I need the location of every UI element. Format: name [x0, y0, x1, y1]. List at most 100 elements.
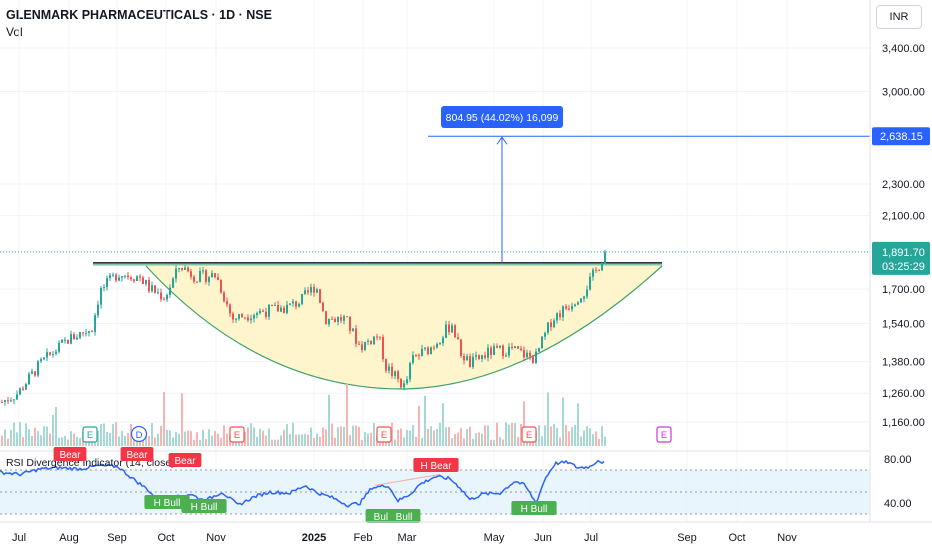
volume-bar — [337, 427, 339, 446]
rsi-tick-label: 40.00 — [884, 498, 912, 510]
candle — [430, 347, 432, 355]
candle — [259, 310, 261, 314]
volume-bar — [397, 429, 399, 446]
candle — [256, 313, 258, 316]
volume-bar — [37, 431, 39, 446]
candle — [364, 342, 366, 350]
volume-bar — [154, 437, 156, 446]
candle — [418, 355, 420, 357]
volume-bar — [511, 422, 513, 446]
volume-bar — [193, 439, 195, 446]
candle — [406, 379, 408, 384]
candle — [415, 355, 417, 357]
volume-bar — [226, 433, 228, 446]
candle — [34, 371, 36, 376]
volume-bar — [106, 432, 108, 446]
time-tick-label: 2025 — [302, 532, 326, 544]
candle — [160, 292, 162, 300]
volume-bar — [538, 425, 540, 446]
volume-bar — [163, 392, 165, 446]
candle — [358, 343, 360, 345]
volume-bar — [136, 438, 138, 446]
volume-bar — [262, 430, 264, 446]
rsi-signal-badge — [144, 495, 190, 509]
candle — [64, 339, 66, 341]
time-tick-label: Sep — [677, 532, 697, 544]
volume-bar — [601, 426, 603, 446]
candle — [58, 342, 60, 352]
earnings-marker — [521, 426, 537, 443]
volume-bar — [127, 432, 129, 446]
candle — [283, 307, 285, 314]
candle — [409, 362, 411, 380]
candle — [370, 340, 372, 345]
volume-bar — [298, 434, 300, 446]
candle — [136, 276, 138, 282]
candle — [478, 355, 480, 359]
earnings-marker — [656, 426, 672, 443]
volume-bar — [286, 424, 288, 446]
time-tick-label: Jul — [12, 532, 26, 544]
candle — [43, 357, 45, 360]
candle — [151, 285, 153, 292]
volume-bar — [415, 436, 417, 446]
last-price-label: 1,891.70 — [882, 247, 925, 259]
rsi-signal-label: Bear — [174, 456, 196, 467]
volume-bar — [190, 431, 192, 446]
candle — [145, 279, 147, 284]
volume-bar — [355, 425, 357, 446]
candle — [163, 299, 165, 301]
volume-bar — [451, 438, 453, 446]
candle — [286, 304, 288, 314]
volume-bar — [334, 437, 336, 446]
candle — [538, 348, 540, 352]
candle — [271, 304, 273, 306]
candle — [376, 336, 378, 338]
volume-bar — [283, 429, 285, 446]
volume-bar — [1, 435, 3, 446]
candle — [124, 275, 126, 277]
candle — [4, 400, 6, 403]
volume-bar — [7, 438, 9, 446]
volume-bar — [373, 422, 375, 446]
candle — [100, 287, 102, 305]
volume-bar — [268, 428, 270, 446]
currency-button[interactable]: INR — [876, 5, 922, 29]
time-tick-label: Feb — [354, 532, 373, 544]
candle — [547, 322, 549, 333]
earnings-marker-label: E — [234, 430, 240, 441]
volume-bar — [433, 430, 435, 446]
candle — [439, 343, 441, 345]
volume-bar — [220, 437, 222, 446]
candle — [16, 394, 18, 400]
time-tick-label: Sep — [107, 532, 127, 544]
candle — [490, 347, 492, 355]
candle — [559, 313, 561, 318]
candle — [463, 355, 465, 361]
volume-bar — [145, 434, 147, 446]
volume-bar — [358, 426, 360, 446]
volume-bar — [352, 425, 354, 446]
rsi-signal-badge — [53, 447, 87, 461]
earnings-marker-label: E — [526, 430, 532, 441]
volume-bar — [175, 431, 177, 446]
volume-bar — [160, 425, 162, 446]
volume-bar — [565, 425, 567, 446]
volume-bar — [427, 428, 429, 446]
candle — [214, 273, 216, 278]
volume-bar — [349, 434, 351, 446]
candle — [13, 399, 15, 401]
volume-bar — [34, 427, 36, 446]
candle — [199, 271, 201, 282]
candle — [346, 316, 348, 318]
volume-bar — [205, 438, 207, 446]
volume-bar — [304, 433, 306, 446]
candle — [172, 278, 174, 288]
candle — [97, 304, 99, 316]
earnings-marker-label: E — [661, 430, 667, 441]
candle — [325, 311, 327, 325]
volume-bar — [478, 432, 480, 446]
rsi-signal-badge — [413, 458, 459, 472]
candle — [10, 400, 12, 402]
